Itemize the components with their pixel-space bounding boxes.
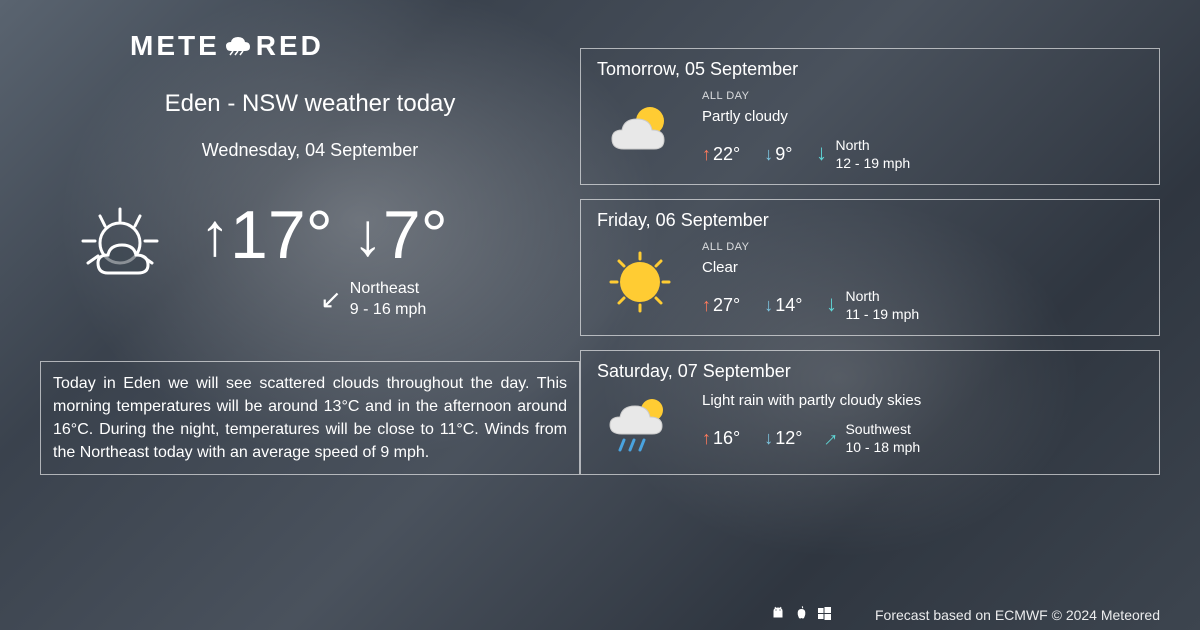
high-arrow-icon: ↑ — [702, 428, 711, 449]
low-arrow-icon: ↓ — [764, 295, 773, 316]
forecast-weather-icon — [597, 241, 682, 323]
today-temp-row: ↑ 17° ↓ 7° — [200, 201, 448, 269]
forecast-wind-speed: 10 - 18 mph — [845, 439, 920, 457]
today-wind-speed: 9 - 16 mph — [350, 300, 426, 321]
forecast-wind-dir: Southwest — [845, 421, 920, 439]
today-date: Wednesday, 04 September — [40, 140, 580, 161]
brand-cloud-icon — [223, 35, 253, 57]
forecast-wind: ↑ North11 - 19 mph — [826, 288, 919, 323]
windows-icon — [818, 607, 831, 624]
today-summary: Today in Eden we will see scattered clou… — [40, 361, 580, 476]
forecast-weather-icon — [597, 392, 682, 462]
forecast-wind-speed: 11 - 19 mph — [845, 306, 919, 324]
today-weather-icon — [70, 201, 180, 306]
wind-arrow-icon: ↙ — [320, 284, 342, 315]
forecast-low: ↓12° — [764, 428, 802, 449]
low-arrow-icon: ↓ — [764, 428, 773, 449]
low-arrow-icon: ↓ — [764, 144, 773, 165]
forecast-period: ALL DAY — [702, 241, 1143, 253]
high-arrow-icon: ↑ — [702, 144, 711, 165]
forecast-wind-speed: 12 - 19 mph — [835, 155, 910, 173]
high-arrow-icon: ↑ — [200, 205, 230, 265]
forecast-high: ↑16° — [702, 428, 740, 449]
forecast-wind-dir: North — [835, 137, 910, 155]
forecast-card: Friday, 06 September ALL DAY Clear ↑27° ↓14°… — [580, 199, 1160, 336]
brand-prefix: METE — [130, 30, 220, 62]
wind-arrow-icon: ↑ — [826, 293, 837, 319]
forecast-date: Saturday, 07 September — [597, 361, 1143, 382]
today-main: ↑ 17° ↓ 7° ↙ Northeast 9 - 16 mph — [40, 201, 580, 321]
forecast-high: ↑27° — [702, 295, 740, 316]
brand-logo: METE RED — [130, 30, 580, 62]
low-arrow-icon: ↓ — [353, 205, 383, 265]
today-wind: ↙ Northeast 9 - 16 mph — [320, 279, 448, 321]
android-icon — [771, 606, 785, 624]
page-title: Eden - NSW weather today — [40, 90, 580, 118]
forecast-low: ↓14° — [764, 295, 802, 316]
today-wind-dir: Northeast — [350, 279, 426, 300]
forecast-condition: Clear — [702, 259, 1143, 276]
apple-icon — [795, 606, 808, 624]
high-arrow-icon: ↑ — [702, 295, 711, 316]
forecast-date: Friday, 06 September — [597, 210, 1143, 231]
forecast-wind-dir: North — [845, 288, 919, 306]
today-high: 17° — [230, 201, 333, 269]
brand-suffix: RED — [256, 30, 324, 62]
forecast-low: ↓9° — [764, 144, 792, 165]
wind-arrow-icon: ↑ — [816, 142, 827, 168]
forecast-wind: ↑ North12 - 19 mph — [816, 137, 910, 172]
forecast-high: ↑22° — [702, 144, 740, 165]
today-low: 7° — [383, 201, 448, 269]
forecast-panel: Tomorrow, 05 September ALL DAY Partly clou… — [580, 30, 1160, 610]
wind-arrow-icon: ↑ — [819, 425, 845, 451]
forecast-condition: Light rain with partly cloudy skies — [702, 392, 1143, 409]
forecast-condition: Partly cloudy — [702, 108, 1143, 125]
forecast-weather-icon — [597, 90, 682, 172]
forecast-card: Tomorrow, 05 September ALL DAY Partly clou… — [580, 48, 1160, 185]
forecast-card: Saturday, 07 September Light rain with pa… — [580, 350, 1160, 475]
forecast-date: Tomorrow, 05 September — [597, 59, 1143, 80]
footer: Forecast based on ECMWF © 2024 Meteored — [580, 606, 1160, 624]
forecast-wind: ↑Southwest10 - 18 mph — [826, 421, 920, 456]
forecast-period: ALL DAY — [702, 90, 1143, 102]
footer-attribution: Forecast based on ECMWF © 2024 Meteored — [875, 607, 1160, 623]
